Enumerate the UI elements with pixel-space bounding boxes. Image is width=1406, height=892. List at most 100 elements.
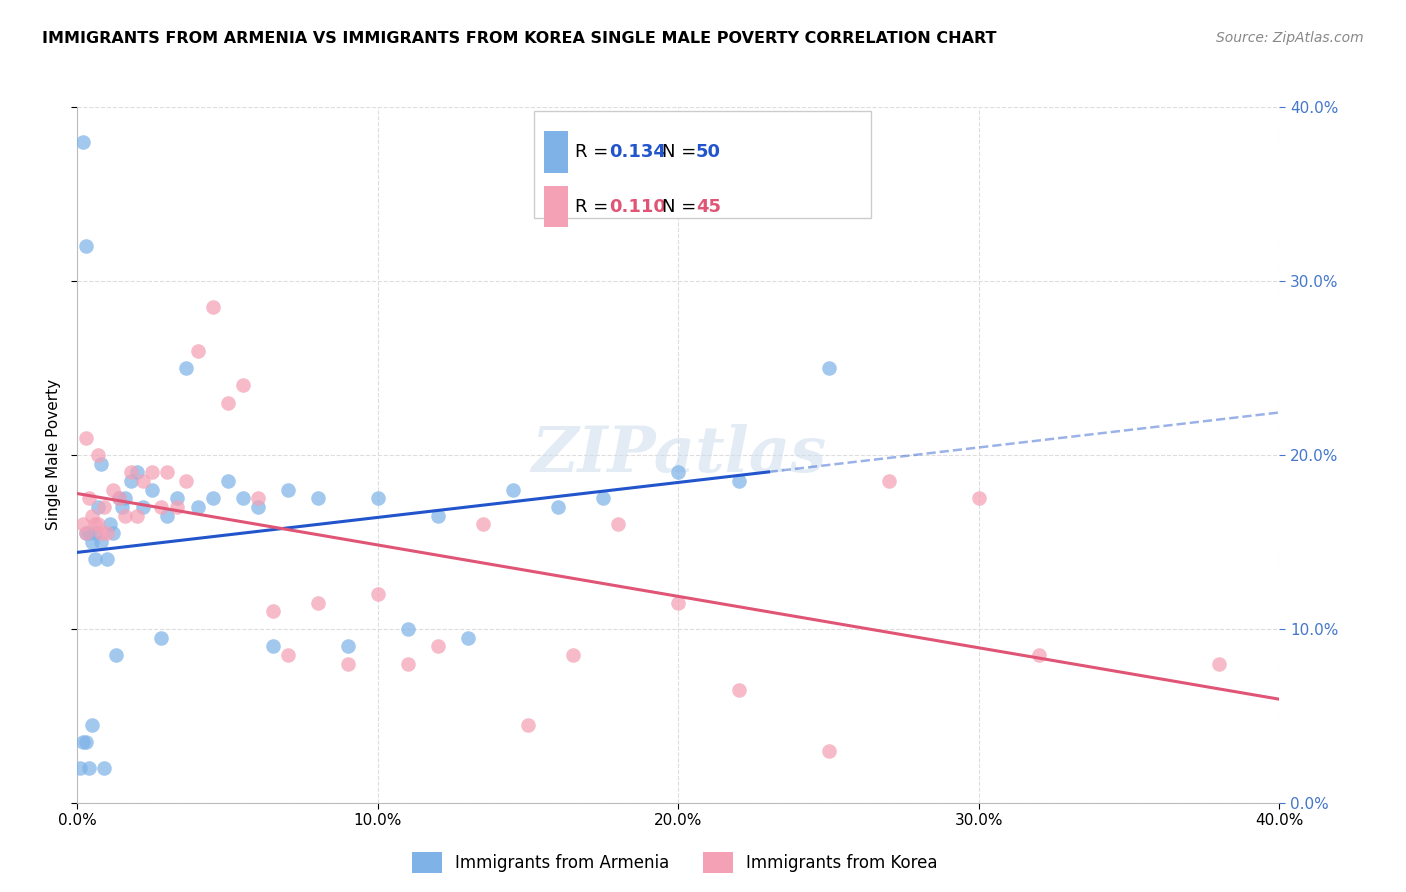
Point bbox=[472, 517, 495, 532]
Point bbox=[547, 500, 569, 514]
Point bbox=[967, 491, 990, 506]
Point bbox=[307, 491, 329, 506]
Point bbox=[1028, 648, 1050, 662]
Point bbox=[517, 717, 540, 731]
Point bbox=[103, 483, 125, 497]
Point bbox=[96, 552, 118, 566]
Point bbox=[668, 466, 690, 480]
Point bbox=[87, 517, 110, 532]
Point bbox=[457, 631, 479, 645]
Point bbox=[127, 508, 149, 523]
Point bbox=[201, 300, 224, 314]
Point bbox=[367, 491, 389, 506]
Point bbox=[727, 474, 749, 488]
Point bbox=[150, 500, 173, 514]
Point bbox=[246, 491, 269, 506]
Point bbox=[96, 526, 118, 541]
Point bbox=[82, 508, 104, 523]
Y-axis label: Single Male Poverty: Single Male Poverty bbox=[45, 379, 60, 531]
Point bbox=[246, 500, 269, 514]
Text: ZIPatlas: ZIPatlas bbox=[531, 425, 825, 485]
Point bbox=[607, 517, 630, 532]
Point bbox=[72, 517, 94, 532]
Point bbox=[120, 474, 142, 488]
Point bbox=[75, 239, 97, 253]
Point bbox=[232, 378, 254, 392]
Point bbox=[562, 648, 585, 662]
Point bbox=[75, 526, 97, 541]
Point bbox=[75, 735, 97, 749]
Text: 0.110: 0.110 bbox=[609, 197, 666, 216]
Point bbox=[187, 500, 209, 514]
Point bbox=[307, 596, 329, 610]
Point bbox=[132, 500, 155, 514]
Point bbox=[166, 500, 188, 514]
Text: R =: R = bbox=[575, 197, 614, 216]
Point bbox=[156, 508, 179, 523]
Text: Source: ZipAtlas.com: Source: ZipAtlas.com bbox=[1216, 31, 1364, 45]
Point bbox=[108, 491, 131, 506]
Point bbox=[217, 474, 239, 488]
Point bbox=[100, 517, 122, 532]
Point bbox=[427, 508, 450, 523]
Point bbox=[114, 491, 136, 506]
Point bbox=[127, 466, 149, 480]
Point bbox=[502, 483, 524, 497]
Point bbox=[108, 491, 131, 506]
Point bbox=[336, 657, 359, 671]
Point bbox=[427, 639, 450, 653]
Point bbox=[72, 735, 94, 749]
Point bbox=[75, 431, 97, 445]
Point bbox=[877, 474, 900, 488]
Point bbox=[82, 717, 104, 731]
Point bbox=[72, 135, 94, 149]
Point bbox=[87, 448, 110, 462]
Point bbox=[396, 657, 419, 671]
Point bbox=[84, 517, 107, 532]
Point bbox=[141, 466, 163, 480]
Point bbox=[277, 648, 299, 662]
Point bbox=[120, 466, 142, 480]
Text: 45: 45 bbox=[696, 197, 721, 216]
Point bbox=[84, 526, 107, 541]
Text: N =: N = bbox=[662, 144, 702, 161]
Point bbox=[90, 534, 112, 549]
Point bbox=[217, 396, 239, 410]
Point bbox=[90, 526, 112, 541]
Point bbox=[262, 639, 284, 653]
Point bbox=[103, 526, 125, 541]
Point bbox=[727, 682, 749, 697]
Point bbox=[277, 483, 299, 497]
Point bbox=[187, 343, 209, 358]
Point bbox=[166, 491, 188, 506]
Point bbox=[592, 491, 614, 506]
Point bbox=[367, 587, 389, 601]
Text: R =: R = bbox=[575, 144, 614, 161]
Legend: Immigrants from Armenia, Immigrants from Korea: Immigrants from Armenia, Immigrants from… bbox=[405, 846, 945, 880]
Point bbox=[396, 622, 419, 636]
Point bbox=[132, 474, 155, 488]
Point bbox=[114, 508, 136, 523]
Point bbox=[75, 526, 97, 541]
Text: 50: 50 bbox=[696, 144, 721, 161]
Point bbox=[1208, 657, 1230, 671]
Point bbox=[232, 491, 254, 506]
Point bbox=[105, 648, 128, 662]
Point bbox=[174, 360, 197, 375]
Point bbox=[262, 605, 284, 619]
Point bbox=[79, 761, 101, 775]
Point bbox=[201, 491, 224, 506]
Point bbox=[79, 526, 101, 541]
Point bbox=[79, 491, 101, 506]
Point bbox=[150, 631, 173, 645]
Point bbox=[87, 500, 110, 514]
Point bbox=[93, 500, 115, 514]
Text: 0.134: 0.134 bbox=[609, 144, 666, 161]
Point bbox=[111, 500, 134, 514]
Point bbox=[156, 466, 179, 480]
Point bbox=[84, 552, 107, 566]
Text: IMMIGRANTS FROM ARMENIA VS IMMIGRANTS FROM KOREA SINGLE MALE POVERTY CORRELATION: IMMIGRANTS FROM ARMENIA VS IMMIGRANTS FR… bbox=[42, 31, 997, 46]
Point bbox=[141, 483, 163, 497]
Point bbox=[817, 360, 839, 375]
Text: N =: N = bbox=[662, 197, 702, 216]
